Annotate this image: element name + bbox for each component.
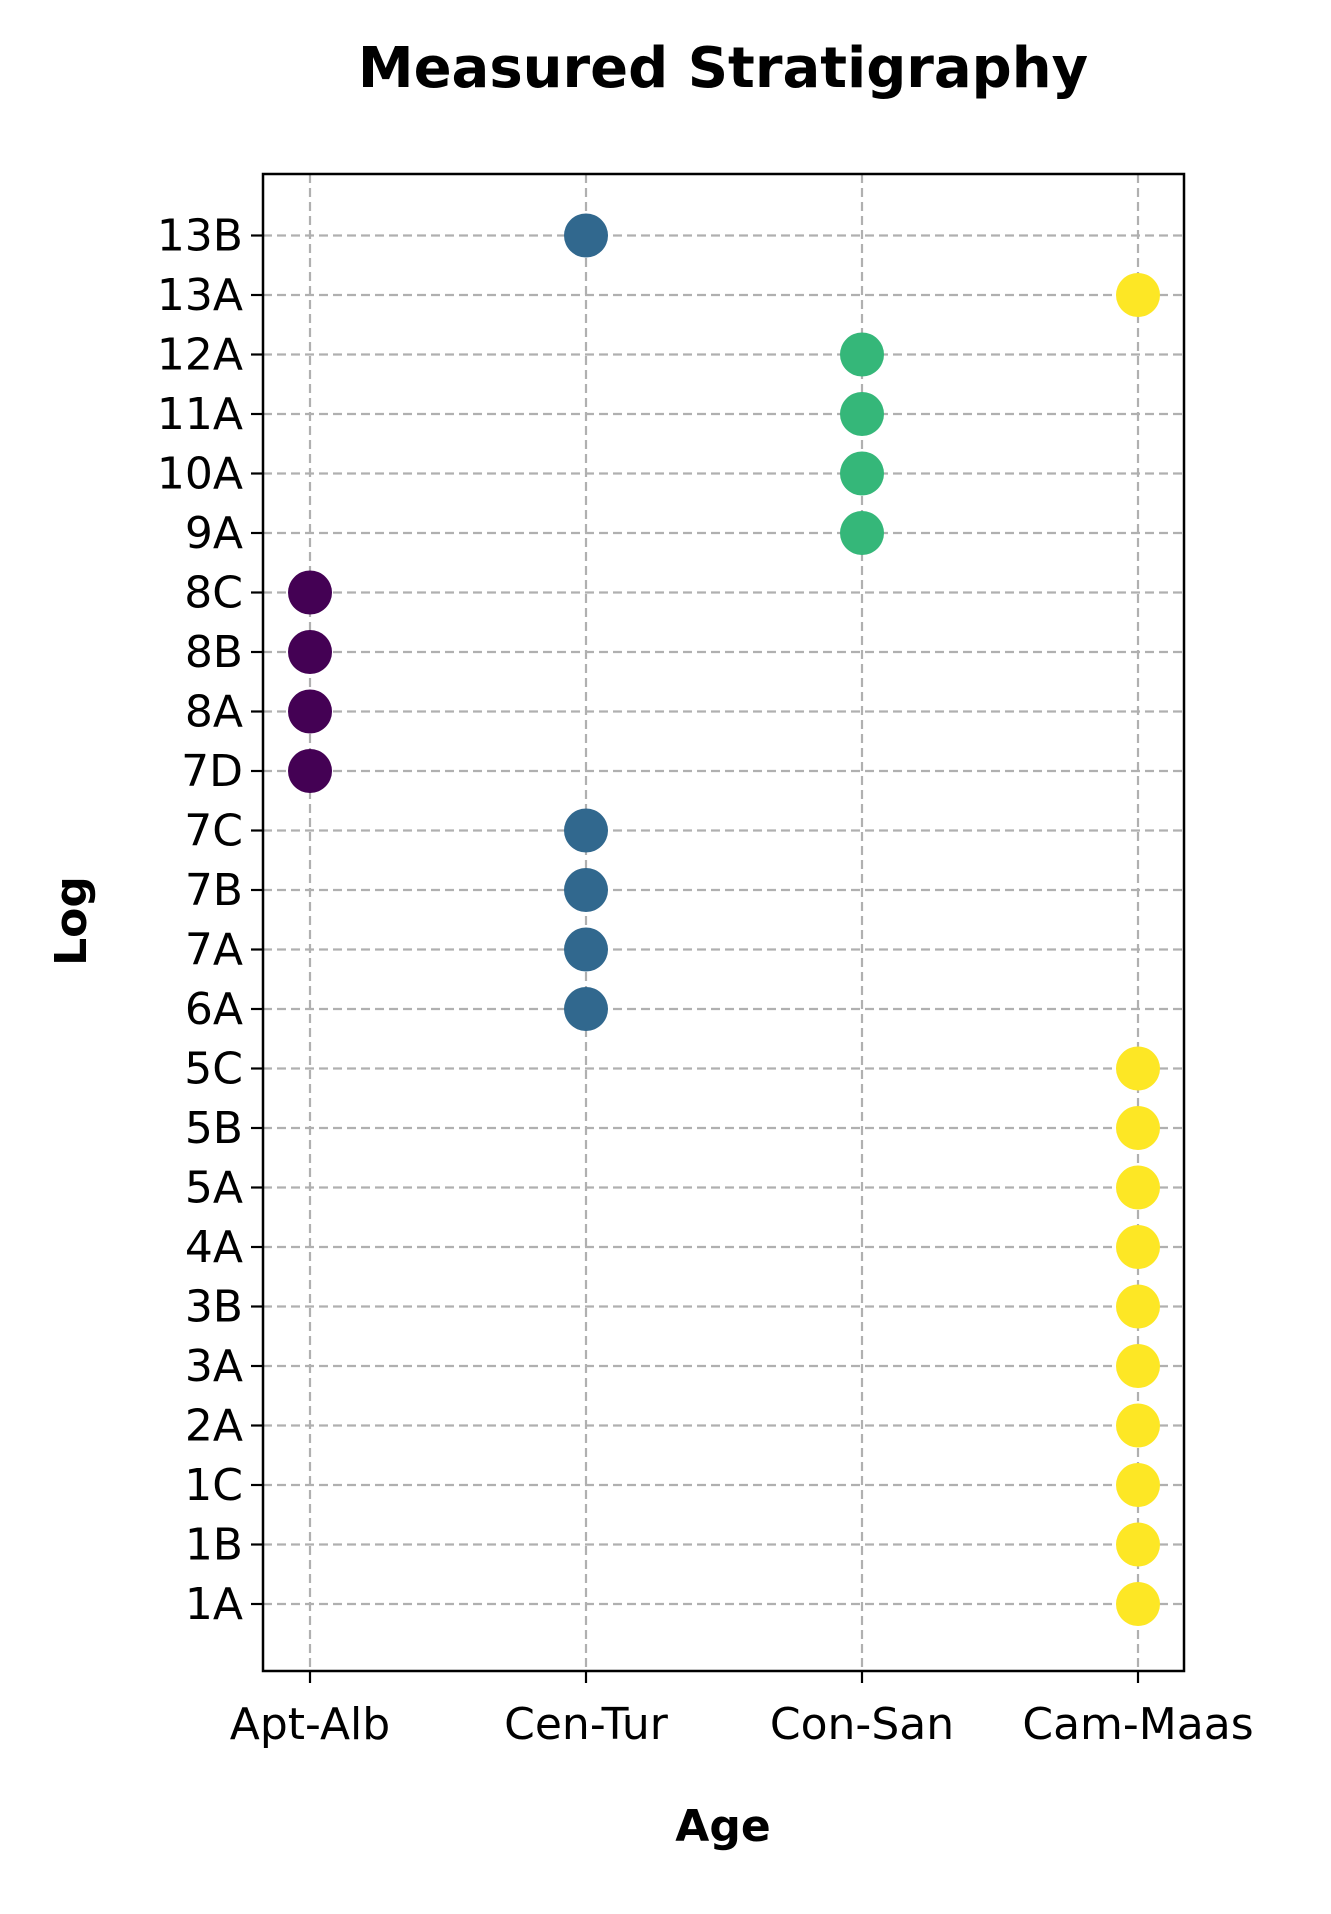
data-point [840, 451, 884, 496]
data-point [1116, 1344, 1160, 1388]
x-tick-label: Con-San [770, 1699, 954, 1750]
y-axis-ticks: 1A 1B 1C 2A 3A 3B 4A 5A 5B 5C 6A 7A 7B 7C 7D 8A 8B 8C 9A 10… [157, 211, 263, 1630]
y-tick-label: 5C [184, 1044, 243, 1095]
data-point [1116, 1582, 1160, 1626]
data-point [288, 570, 332, 615]
y-tick-label: 1C [184, 1460, 243, 1511]
data-point [840, 332, 884, 377]
y-tick-label: 1A [185, 1579, 243, 1630]
y-tick-label: 13A [157, 270, 243, 321]
chart-title: Measured Stratigraphy [358, 36, 1088, 101]
data-point [564, 868, 608, 912]
y-tick-label: 5A [185, 1163, 243, 1214]
y-tick-label: 12A [157, 330, 243, 381]
y-tick-label: 9A [185, 508, 243, 559]
y-tick-label: 8C [184, 568, 243, 619]
data-point [1116, 273, 1160, 317]
y-axis-label: Log [46, 876, 97, 966]
y-tick-label: 8B [185, 627, 243, 678]
data-point [1116, 1284, 1160, 1329]
y-tick-label: 1B [185, 1520, 243, 1571]
x-tick-label: Cen-Tur [504, 1699, 669, 1750]
x-tick-label: Cam-Maas [1022, 1699, 1253, 1750]
data-point [840, 511, 884, 555]
x-axis-ticks: Apt-Alb Cen-Tur Con-San Cam-Maas [230, 1671, 1254, 1750]
data-point [564, 927, 608, 972]
y-tick-label: 4A [185, 1222, 243, 1273]
y-tick-label: 3A [185, 1341, 243, 1392]
y-tick-label: 10A [157, 449, 243, 500]
data-points [288, 213, 1160, 1626]
data-point [1116, 1225, 1160, 1269]
data-point [1116, 1106, 1160, 1150]
y-tick-label: 7C [184, 806, 243, 857]
data-point [288, 630, 332, 674]
y-tick-label: 5B [185, 1103, 243, 1154]
y-tick-label: 2A [185, 1401, 243, 1452]
y-tick-label: 3B [185, 1282, 243, 1333]
x-tick-label: Apt-Alb [230, 1699, 390, 1750]
y-tick-label: 6A [185, 984, 243, 1035]
data-point [564, 808, 608, 853]
y-tick-label: 7B [185, 865, 243, 916]
data-point [288, 689, 332, 734]
data-point [1116, 1165, 1160, 1210]
y-tick-label: 13B [157, 211, 243, 262]
y-tick-label: 7A [185, 925, 243, 976]
data-point [1116, 1463, 1160, 1507]
y-tick-label: 7D [181, 746, 243, 797]
data-point [288, 749, 332, 793]
data-point [564, 987, 608, 1031]
data-point [1116, 1403, 1160, 1448]
data-point [1116, 1522, 1160, 1567]
plot-frame [261, 172, 1186, 1673]
data-point [840, 392, 884, 436]
y-tick-label: 11A [157, 389, 243, 440]
x-axis-label: Age [675, 1801, 770, 1852]
data-point [1116, 1046, 1160, 1091]
data-point [564, 213, 608, 258]
y-tick-label: 8A [185, 687, 243, 738]
